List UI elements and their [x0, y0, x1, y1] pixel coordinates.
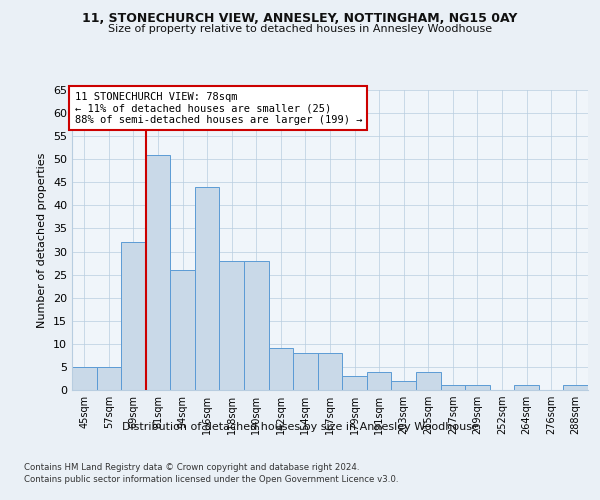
Bar	[72, 367, 97, 390]
Bar	[318, 353, 342, 390]
Bar	[440, 386, 465, 390]
Bar	[195, 187, 220, 390]
Text: Distribution of detached houses by size in Annesley Woodhouse: Distribution of detached houses by size …	[122, 422, 478, 432]
Bar	[121, 242, 146, 390]
Bar	[391, 381, 416, 390]
Bar	[220, 261, 244, 390]
Bar	[97, 367, 121, 390]
Bar	[514, 386, 539, 390]
Bar	[244, 261, 269, 390]
Bar	[170, 270, 195, 390]
Y-axis label: Number of detached properties: Number of detached properties	[37, 152, 47, 328]
Bar	[269, 348, 293, 390]
Text: 11 STONECHURCH VIEW: 78sqm
← 11% of detached houses are smaller (25)
88% of semi: 11 STONECHURCH VIEW: 78sqm ← 11% of deta…	[74, 92, 362, 124]
Bar	[146, 154, 170, 390]
Bar	[342, 376, 367, 390]
Bar	[465, 386, 490, 390]
Text: 11, STONECHURCH VIEW, ANNESLEY, NOTTINGHAM, NG15 0AY: 11, STONECHURCH VIEW, ANNESLEY, NOTTINGH…	[82, 12, 518, 26]
Text: Size of property relative to detached houses in Annesley Woodhouse: Size of property relative to detached ho…	[108, 24, 492, 34]
Text: Contains HM Land Registry data © Crown copyright and database right 2024.: Contains HM Land Registry data © Crown c…	[24, 462, 359, 471]
Bar	[367, 372, 391, 390]
Bar	[563, 386, 588, 390]
Bar	[293, 353, 318, 390]
Text: Contains public sector information licensed under the Open Government Licence v3: Contains public sector information licen…	[24, 475, 398, 484]
Bar	[416, 372, 440, 390]
